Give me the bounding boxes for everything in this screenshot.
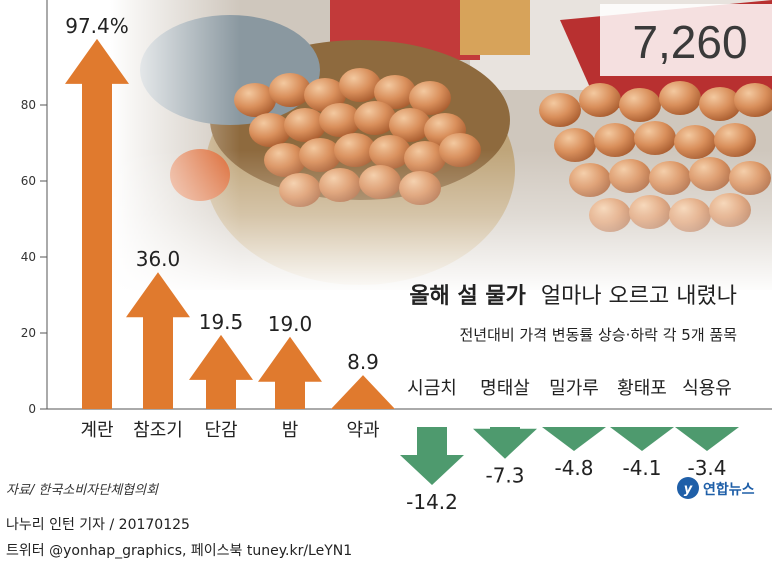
- value-label: 36.0: [136, 247, 181, 271]
- logo-mark-glyph: y: [684, 482, 693, 497]
- bar: [331, 375, 395, 409]
- category-label: 약과: [346, 420, 379, 441]
- bar: [400, 427, 464, 485]
- y-tick-label: 80: [21, 98, 36, 112]
- y-tick-label: 60: [21, 174, 36, 188]
- value-label: 19.0: [268, 312, 313, 336]
- value-label: -4.8: [554, 456, 593, 480]
- bar: [189, 334, 253, 409]
- social-line: 트위터 @yonhap_graphics, 페이스북 tuney.kr/LeYN…: [6, 543, 353, 559]
- value-label: 8.9: [347, 350, 379, 374]
- y-tick-label: 40: [21, 250, 36, 264]
- category-label: 밤: [282, 420, 299, 441]
- category-label: 참조기: [133, 420, 183, 441]
- logo-text: 연합뉴스: [703, 481, 755, 498]
- chart-title-bold: 올해 설 물가: [409, 284, 526, 309]
- value-label: -3.4: [687, 456, 726, 480]
- category-label: 시금치: [407, 378, 457, 399]
- y-tick-label: 20: [21, 326, 36, 340]
- bar: [610, 427, 674, 451]
- bar: [258, 336, 322, 409]
- bar: [675, 427, 739, 451]
- value-label: -14.2: [406, 490, 458, 510]
- category-label: 식용유: [682, 378, 732, 399]
- chart-area: 7,260 0 20 40 60 80 97.4% 36.0 19.5 19.0 8.9 -14.…: [6, 0, 772, 510]
- category-label: 밀가루: [549, 378, 599, 399]
- category-label: 황태포: [617, 378, 667, 399]
- footer: 나누리 인턴 기자 / 20170125 트위터 @yonhap_graphic…: [0, 510, 772, 567]
- price-sign: [600, 4, 772, 76]
- value-label: -4.1: [622, 456, 661, 480]
- value-label: -7.3: [485, 464, 524, 488]
- category-label: 단감: [204, 420, 237, 441]
- value-label: 97.4%: [65, 14, 129, 38]
- chart-title-rest: 얼마나 오르고 내렸나: [541, 284, 737, 309]
- source-note: 자료/ 한국소비자단체협의회: [6, 483, 159, 498]
- bar: [65, 38, 129, 409]
- value-label: 19.5: [199, 310, 244, 334]
- chart-title: 올해 설 물가 얼마나 오르고 내렸나: [409, 284, 737, 309]
- price-sign-text: 7,260: [632, 16, 747, 68]
- y-tick-label: 0: [28, 402, 36, 416]
- bar: [473, 427, 537, 459]
- bar: [542, 427, 606, 451]
- logo-mark-icon: [677, 477, 699, 499]
- yonhap-logo: y 연합뉴스: [677, 477, 755, 499]
- credit-line: 나누리 인턴 기자 / 20170125: [6, 517, 190, 533]
- category-label: 계란: [80, 420, 113, 441]
- category-label: 명태살: [480, 378, 530, 399]
- bar: [126, 272, 190, 409]
- chart-subtitle: 전년대비 가격 변동률 상승·하락 각 5개 품목: [459, 326, 737, 344]
